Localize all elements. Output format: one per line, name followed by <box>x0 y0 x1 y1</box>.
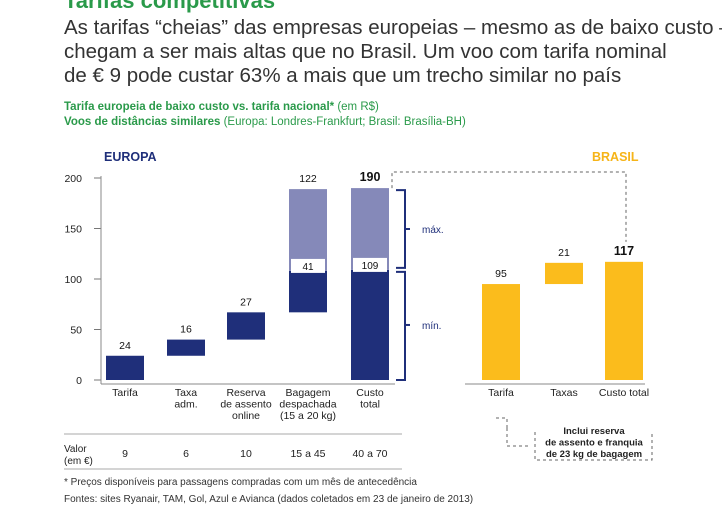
caption-rest: (em R$) <box>334 101 379 113</box>
bar-inner-label: 109 <box>362 261 379 272</box>
subtitle-line: chegam a ser mais altas que no Brasil. U… <box>64 40 667 63</box>
y-tick-label: 50 <box>70 325 82 337</box>
bar-europa-min <box>227 312 265 340</box>
bar-value-label: 95 <box>495 268 507 280</box>
note-line: Inclui reserva <box>563 426 625 437</box>
bar-europa-max <box>289 189 327 271</box>
bar-europa-max <box>351 188 389 270</box>
category-label: online <box>232 410 260 422</box>
category-label: total <box>360 399 380 411</box>
caption-rest: (Europa: Londres-Frankfurt; Brasil: Bras… <box>220 116 466 128</box>
chart-caption-2: Voos de distâncias similares (Europa: Lo… <box>64 116 466 128</box>
bar-europa-min <box>351 269 389 380</box>
bar-value-label: 27 <box>240 296 252 308</box>
subtitle-line: de € 9 pode custar 63% a mais que um tre… <box>64 64 622 87</box>
bar-value-label: 16 <box>180 324 192 336</box>
europa-label: EUROPA <box>104 150 157 164</box>
bar-inner-label-bg <box>353 257 387 272</box>
category-label: Custo total <box>599 387 649 399</box>
bar-value-label: 21 <box>558 247 570 259</box>
note-line: de assento e franquia <box>545 438 643 449</box>
bar-inner-label: 41 <box>302 262 314 273</box>
footnote: * Preços disponíveis para passagens comp… <box>64 477 417 488</box>
bar-brasil <box>605 261 643 380</box>
bar-brasil <box>545 262 583 285</box>
category-label: Custo <box>356 387 384 399</box>
caption-bold: Tarifa europeia de baixo custo vs. tarif… <box>64 101 335 113</box>
category-label: Tarifa <box>488 387 514 399</box>
note-connector-top <box>496 417 508 428</box>
category-label: (15 a 20 kg) <box>280 410 336 422</box>
category-label: adm. <box>174 399 197 411</box>
valor-value: 10 <box>240 448 252 460</box>
bar-europa-min <box>289 270 327 313</box>
chart-caption-1: Tarifa europeia de baixo custo vs. tarif… <box>64 101 379 113</box>
bracket-max-label: máx. <box>422 225 444 236</box>
note-box <box>534 432 653 461</box>
bracket-max <box>396 189 406 269</box>
bar-value-label: 24 <box>119 340 131 352</box>
bar-inner-label-bg <box>291 258 325 273</box>
y-tick-label: 100 <box>64 274 82 286</box>
valor-label: Valor <box>64 444 87 455</box>
subtitle: As tarifas “cheias” das empresas europei… <box>64 16 722 88</box>
brasil-label: BRASIL <box>592 150 639 164</box>
valor-label: (em €) <box>64 456 93 467</box>
valor-value: 9 <box>122 448 128 460</box>
connector-line <box>391 171 627 242</box>
y-tick-label: 150 <box>64 224 82 236</box>
bracket-min-label: mín. <box>422 321 441 332</box>
bar-value-label: 122 <box>299 173 317 185</box>
category-label: de assento <box>220 399 272 411</box>
bar-value-label: 117 <box>614 244 634 258</box>
subtitle-line: As tarifas “cheias” das empresas europei… <box>64 16 722 39</box>
page-title: Tarifas competitivas <box>64 0 276 13</box>
bar-europa-min <box>167 339 205 356</box>
valor-value: 15 a 45 <box>290 448 325 460</box>
bar-value-label: 190 <box>360 170 381 184</box>
note-connector <box>506 428 530 447</box>
sources-note: Fontes: sites Ryanair, TAM, Gol, Azul e … <box>64 494 474 505</box>
note-line: de 23 kg de bagagem <box>546 449 642 460</box>
valor-value: 40 a 70 <box>352 448 387 460</box>
category-label: Tarifa <box>112 387 138 399</box>
bracket-min <box>396 270 406 381</box>
y-tick-label: 0 <box>76 375 82 387</box>
bar-brasil <box>482 284 520 380</box>
category-label: Taxa <box>175 387 197 399</box>
category-label: Bagagem <box>286 387 331 399</box>
category-label: Reserva <box>226 387 265 399</box>
y-tick-label: 200 <box>64 173 82 185</box>
valor-value: 6 <box>183 448 189 460</box>
category-label: despachada <box>279 399 336 411</box>
bar-europa-min <box>106 355 144 380</box>
caption-bold: Voos de distâncias similares <box>64 116 221 128</box>
category-label: Taxas <box>550 387 577 399</box>
